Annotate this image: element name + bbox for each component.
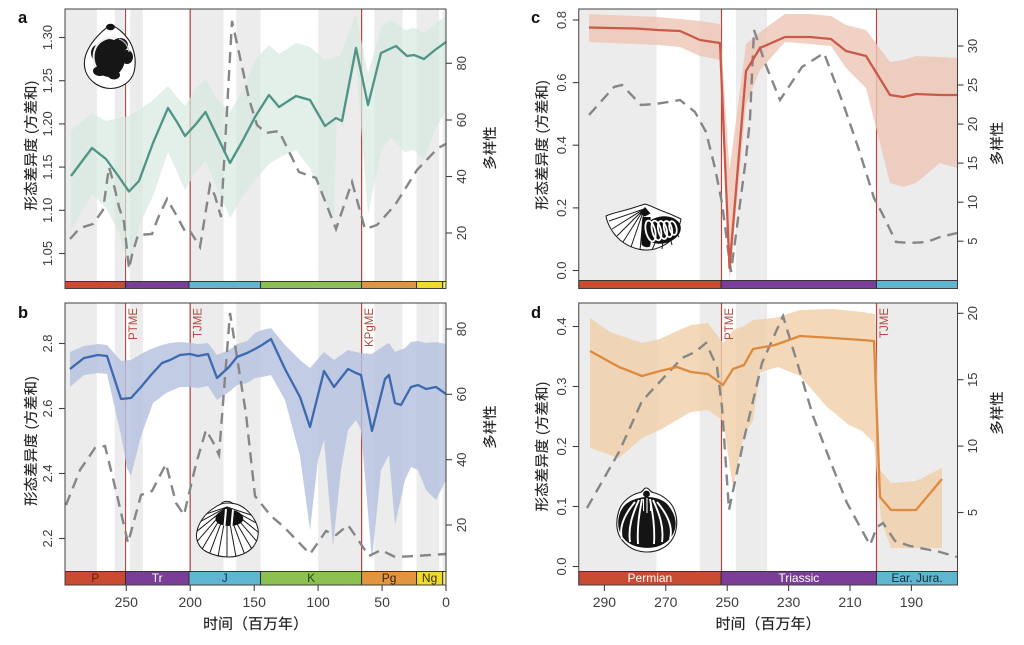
svg-text:b: b: [18, 304, 28, 322]
svg-text:): ): [24, 376, 40, 381]
svg-text:0.4: 0.4: [554, 317, 569, 335]
svg-text:250: 250: [716, 594, 740, 610]
svg-text:270: 270: [654, 594, 678, 610]
svg-text:1.20: 1.20: [40, 111, 55, 136]
svg-text:40: 40: [454, 169, 469, 183]
svg-text:d: d: [531, 304, 541, 322]
svg-text:60: 60: [454, 113, 469, 127]
svg-text:0: 0: [442, 594, 450, 610]
svg-text:0.2: 0.2: [554, 437, 569, 455]
svg-text:KPgME: KPgME: [364, 308, 376, 347]
svg-text:Permian: Permian: [628, 571, 673, 585]
svg-text:0.3: 0.3: [554, 377, 569, 395]
svg-text:0.4: 0.4: [554, 136, 569, 154]
svg-text:0.6: 0.6: [554, 74, 569, 92]
svg-text:Tr: Tr: [152, 571, 163, 585]
svg-text:): ): [535, 382, 551, 387]
svg-text:0.0: 0.0: [554, 557, 569, 575]
svg-text:190: 190: [900, 594, 924, 610]
svg-text:30: 30: [965, 39, 980, 53]
svg-text:200: 200: [179, 594, 203, 610]
svg-text:c: c: [531, 9, 540, 27]
svg-text:1.30: 1.30: [40, 25, 55, 50]
svg-text:K: K: [307, 571, 315, 585]
svg-text:(: (: [24, 424, 40, 429]
svg-text:10: 10: [965, 439, 980, 453]
svg-text:PTME: PTME: [128, 308, 140, 340]
svg-text:Ng: Ng: [422, 571, 437, 585]
svg-text:(: (: [535, 430, 551, 435]
svg-text:20: 20: [965, 117, 980, 131]
svg-text:150: 150: [243, 594, 267, 610]
svg-text:Ear. Jura.: Ear. Jura.: [891, 571, 942, 585]
svg-text:1.25: 1.25: [40, 68, 55, 93]
svg-text:80: 80: [454, 322, 469, 336]
svg-text:250: 250: [115, 594, 139, 610]
svg-text:0.8: 0.8: [554, 11, 569, 29]
svg-text:40: 40: [454, 452, 469, 466]
svg-text:2.2: 2.2: [40, 529, 55, 547]
svg-text:230: 230: [777, 594, 801, 610]
svg-text:2.6: 2.6: [40, 399, 55, 417]
svg-text:20: 20: [965, 306, 980, 320]
svg-text:1.15: 1.15: [40, 154, 55, 179]
svg-text:20: 20: [454, 518, 469, 532]
svg-text:PTME: PTME: [724, 308, 736, 340]
svg-text:60: 60: [454, 387, 469, 401]
svg-text:0.1: 0.1: [554, 497, 569, 515]
svg-text:15: 15: [965, 156, 980, 170]
svg-text:80: 80: [454, 56, 469, 70]
svg-text:a: a: [18, 9, 28, 27]
svg-text:210: 210: [838, 594, 862, 610]
svg-text:25: 25: [965, 78, 980, 92]
svg-text:5: 5: [965, 238, 980, 245]
svg-text:1.05: 1.05: [40, 241, 55, 266]
svg-text:0.2: 0.2: [554, 199, 569, 217]
svg-text:P: P: [91, 571, 99, 585]
svg-text:J: J: [222, 571, 228, 585]
svg-text:20: 20: [454, 226, 469, 240]
svg-text:Triassic: Triassic: [778, 571, 819, 585]
svg-text:100: 100: [306, 594, 330, 610]
svg-text:TJME: TJME: [879, 308, 891, 338]
svg-text:15: 15: [965, 372, 980, 386]
svg-text:10: 10: [965, 195, 980, 209]
svg-text:(: (: [24, 129, 40, 134]
svg-text:): ): [535, 80, 551, 85]
svg-text:2.8: 2.8: [40, 334, 55, 352]
svg-text:): ): [24, 81, 40, 86]
svg-text:1.10: 1.10: [40, 198, 55, 223]
svg-text:50: 50: [374, 594, 390, 610]
svg-text:Pg: Pg: [382, 571, 397, 585]
svg-text:290: 290: [593, 594, 617, 610]
svg-text:2.4: 2.4: [40, 464, 55, 482]
svg-text:0.0: 0.0: [554, 261, 569, 279]
svg-text:TJME: TJME: [193, 308, 205, 338]
svg-text:(: (: [535, 128, 551, 133]
svg-text:5: 5: [965, 509, 980, 516]
